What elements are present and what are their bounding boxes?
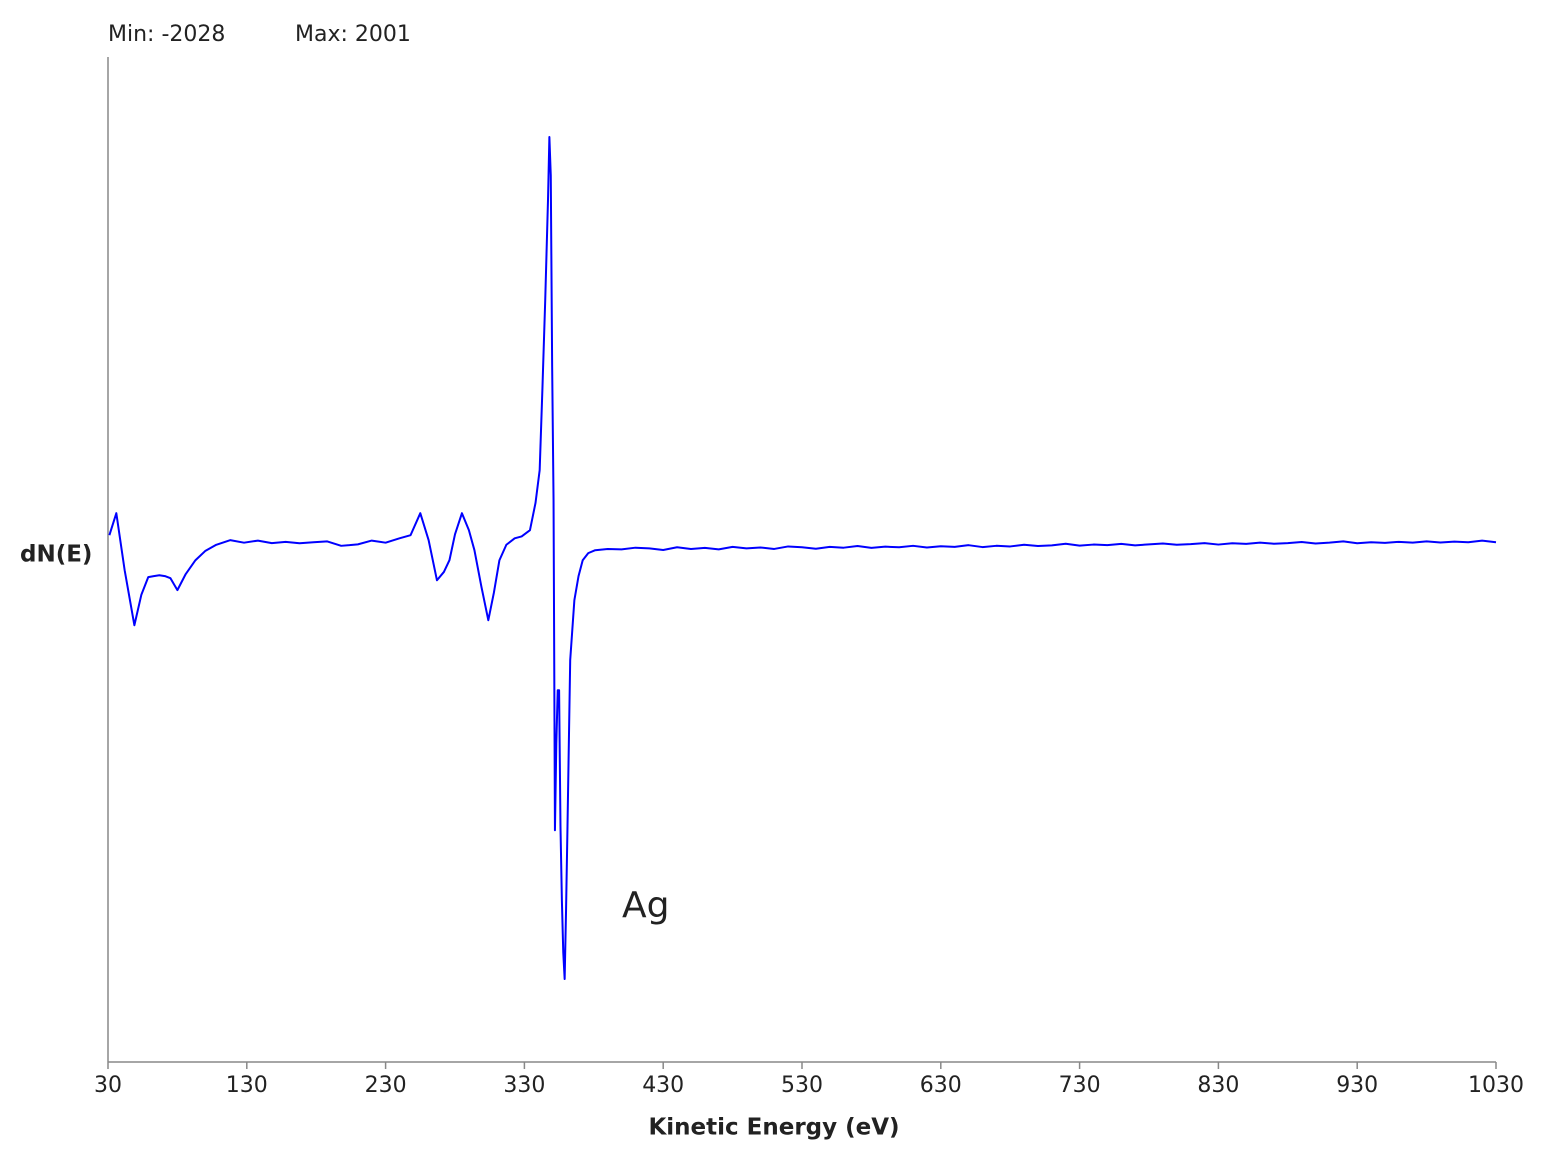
- x-tick-label: 30: [94, 1073, 122, 1098]
- x-tick-label: 930: [1336, 1073, 1378, 1098]
- x-tick-label: 230: [365, 1073, 407, 1098]
- x-tick-label: 830: [1197, 1073, 1239, 1098]
- x-axis-title: Kinetic Energy (eV): [648, 1115, 899, 1141]
- x-tick-label: 430: [642, 1073, 684, 1098]
- x-tick-label: 330: [503, 1073, 545, 1098]
- x-tick-label: 630: [920, 1073, 962, 1098]
- data-line: [108, 136, 1497, 981]
- annotation: Ag: [622, 885, 669, 926]
- x-tick-label: 730: [1059, 1073, 1101, 1098]
- min-label: Min: -2028: [108, 22, 225, 47]
- x-tick-label: 1030: [1468, 1073, 1524, 1098]
- y-axis-title: dN(E): [20, 542, 92, 568]
- max-label: Max: 2001: [295, 22, 411, 47]
- x-tick-label: 530: [781, 1073, 823, 1098]
- x-tick-label: 130: [226, 1073, 268, 1098]
